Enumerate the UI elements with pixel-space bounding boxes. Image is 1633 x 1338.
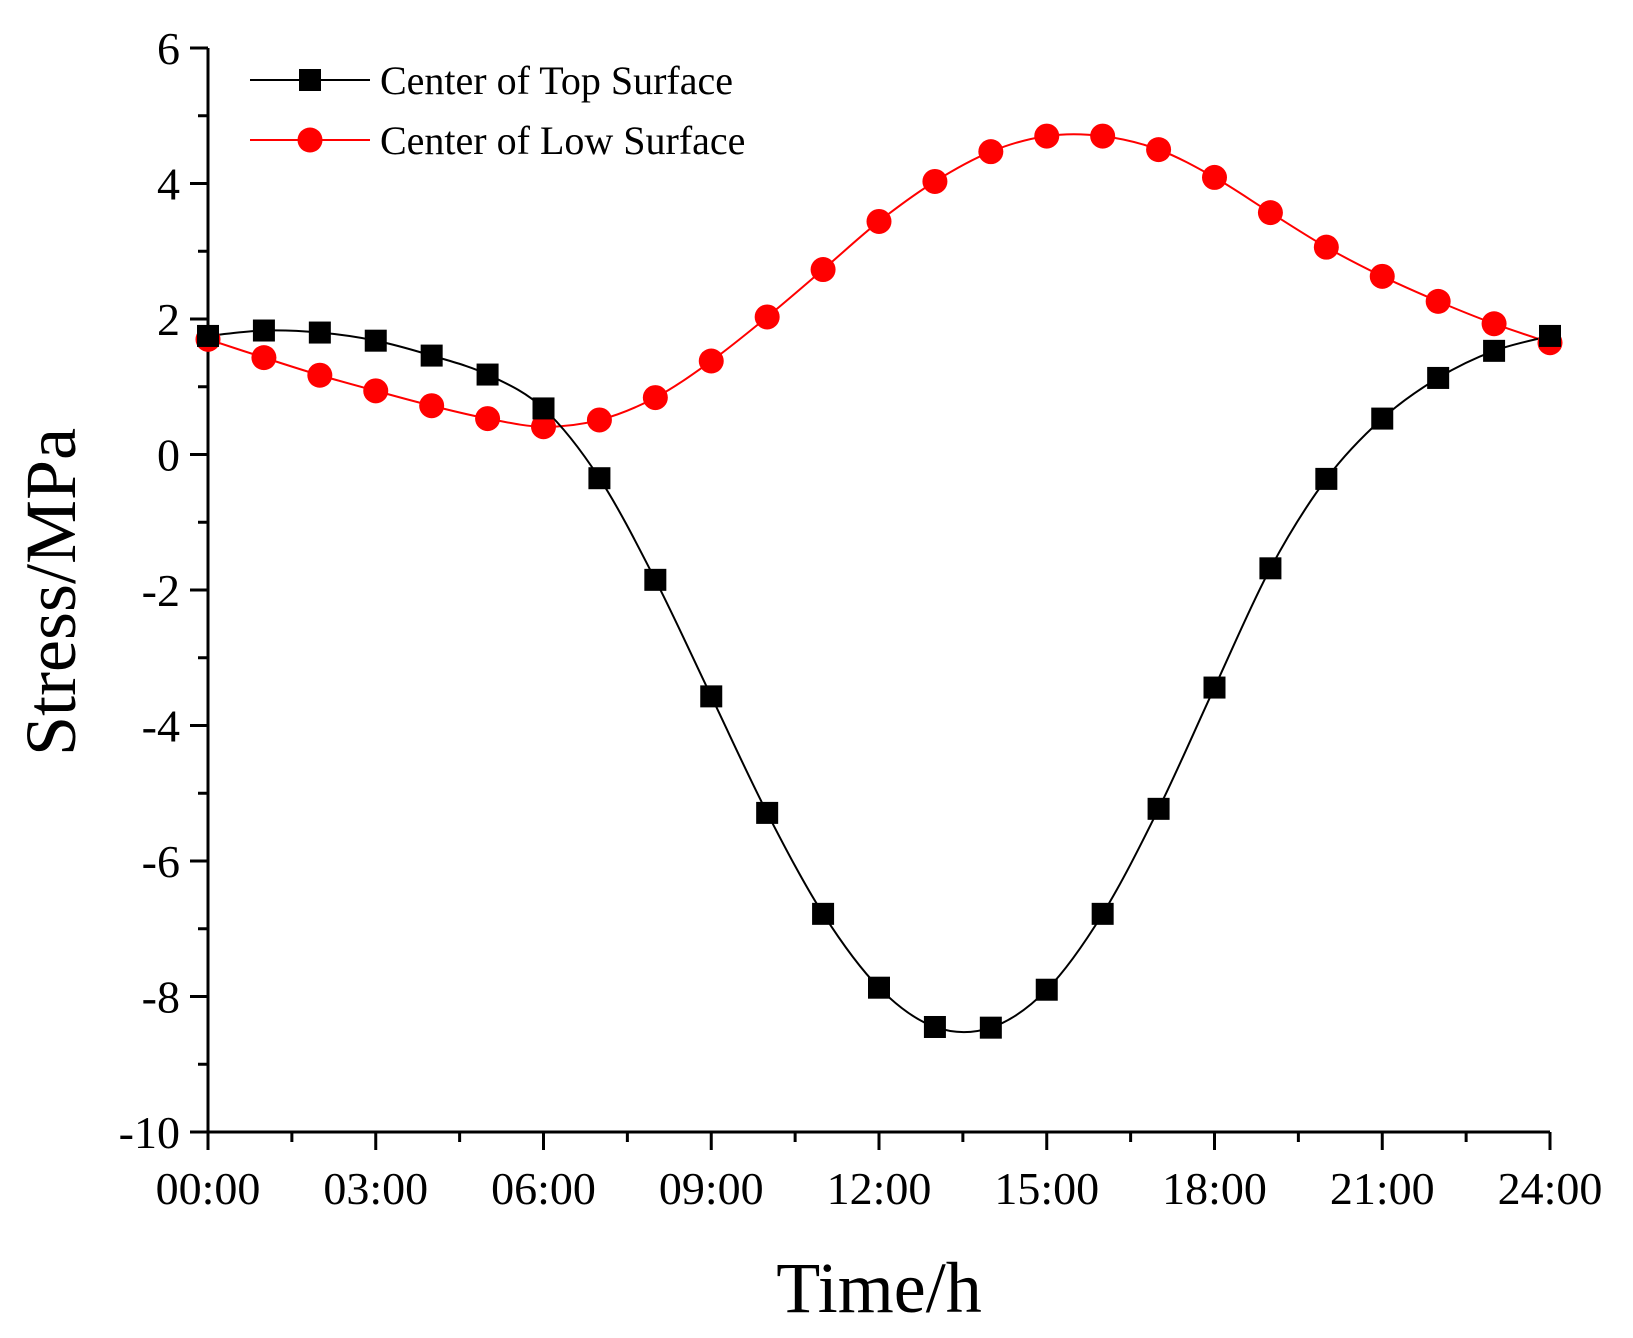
y-tick-label: 0 (157, 430, 180, 481)
y-tick-label: -6 (142, 836, 180, 887)
data-point-low-surface (363, 378, 389, 404)
data-point-top-surface (923, 1015, 946, 1038)
data-point-low-surface (922, 168, 948, 194)
data-point-low-surface (251, 345, 277, 371)
data-point-top-surface (1203, 676, 1226, 699)
legend-label-low-surface: Center of Low Surface (380, 118, 745, 163)
data-point-top-surface (1483, 339, 1506, 362)
data-point-top-surface (364, 329, 387, 352)
data-point-top-surface (979, 1016, 1002, 1039)
data-point-low-surface (1481, 311, 1507, 337)
x-tick-label: 03:00 (323, 1163, 428, 1214)
data-point-top-surface (1315, 467, 1338, 490)
data-point-low-surface (531, 414, 556, 440)
data-point-top-surface (308, 321, 331, 344)
data-point-top-surface (252, 319, 275, 342)
data-point-top-surface (700, 685, 723, 708)
y-axis-title: Stress/MPa (11, 428, 91, 756)
data-point-low-surface (642, 385, 668, 411)
data-point-top-surface (197, 324, 219, 347)
data-point-low-surface (698, 348, 724, 374)
data-point-top-surface (1035, 978, 1058, 1001)
data-point-top-surface (1427, 366, 1450, 389)
data-point-top-surface (420, 344, 443, 367)
data-point-low-surface (1313, 234, 1339, 260)
data-point-top-surface (476, 363, 499, 386)
y-tick-label: -4 (142, 701, 180, 752)
data-point-low-surface (475, 406, 501, 432)
data-point-low-surface (1034, 123, 1060, 149)
x-tick-label: 15:00 (994, 1163, 1099, 1214)
y-tick-label: 6 (157, 23, 180, 74)
x-tick-label: 09:00 (659, 1163, 764, 1214)
y-tick-label: 2 (157, 294, 180, 345)
legend-marker-low-surface (297, 127, 323, 153)
legend: Center of Top Surface Center of Low Surfa… (250, 58, 745, 163)
legend-marker-top-surface (299, 69, 321, 91)
data-point-top-surface (1091, 902, 1114, 925)
data-point-top-surface (812, 902, 835, 925)
data-point-top-surface (756, 801, 779, 824)
x-tick-label: 12:00 (827, 1163, 932, 1214)
data-point-low-surface (1425, 288, 1451, 314)
data-point-top-surface (644, 568, 667, 591)
data-point-low-surface (419, 393, 445, 419)
data-point-low-surface (810, 257, 836, 283)
data-point-top-surface (532, 397, 555, 420)
data-point-low-surface (586, 407, 612, 433)
data-point-low-surface (307, 362, 333, 388)
data-point-low-surface (1202, 164, 1227, 190)
x-tick-label: 24:00 (1498, 1163, 1603, 1214)
data-point-top-surface (1259, 557, 1282, 580)
data-point-top-surface (868, 976, 890, 999)
y-tick-label: 4 (157, 159, 180, 210)
x-tick-label: 18:00 (1162, 1163, 1267, 1214)
data-point-low-surface (866, 208, 892, 234)
y-tick-label: -10 (119, 1107, 180, 1158)
series-line-top-surface (207, 329, 1551, 1034)
data-point-top-surface (1147, 797, 1170, 820)
axes: -10 -8 -6 -4 -2 0 2 4 6 00:00 03:00 06:00 09:00 12:00… (119, 23, 1603, 1214)
data-point-low-surface (978, 139, 1004, 165)
y-tick-label: -2 (142, 565, 180, 616)
data-point-top-surface (1371, 407, 1394, 430)
x-axis-title: Time/h (776, 1248, 981, 1328)
x-tick-label: 00:00 (156, 1163, 261, 1214)
data-point-low-surface (1369, 263, 1395, 289)
series-lines (207, 133, 1551, 1034)
x-tick-label: 21:00 (1330, 1163, 1435, 1214)
y-tick-label: -8 (142, 972, 180, 1023)
series-line-low-surface (207, 133, 1551, 428)
data-point-low-surface (1146, 137, 1172, 163)
data-point-low-surface (1090, 123, 1116, 149)
data-point-low-surface (1257, 200, 1283, 226)
data-point-top-surface (588, 467, 611, 490)
data-point-low-surface (754, 304, 780, 330)
data-point-top-surface (1539, 324, 1561, 347)
legend-label-top-surface: Center of Top Surface (380, 58, 733, 103)
series-markers (195, 123, 1563, 1039)
x-tick-label: 06:00 (491, 1163, 596, 1214)
